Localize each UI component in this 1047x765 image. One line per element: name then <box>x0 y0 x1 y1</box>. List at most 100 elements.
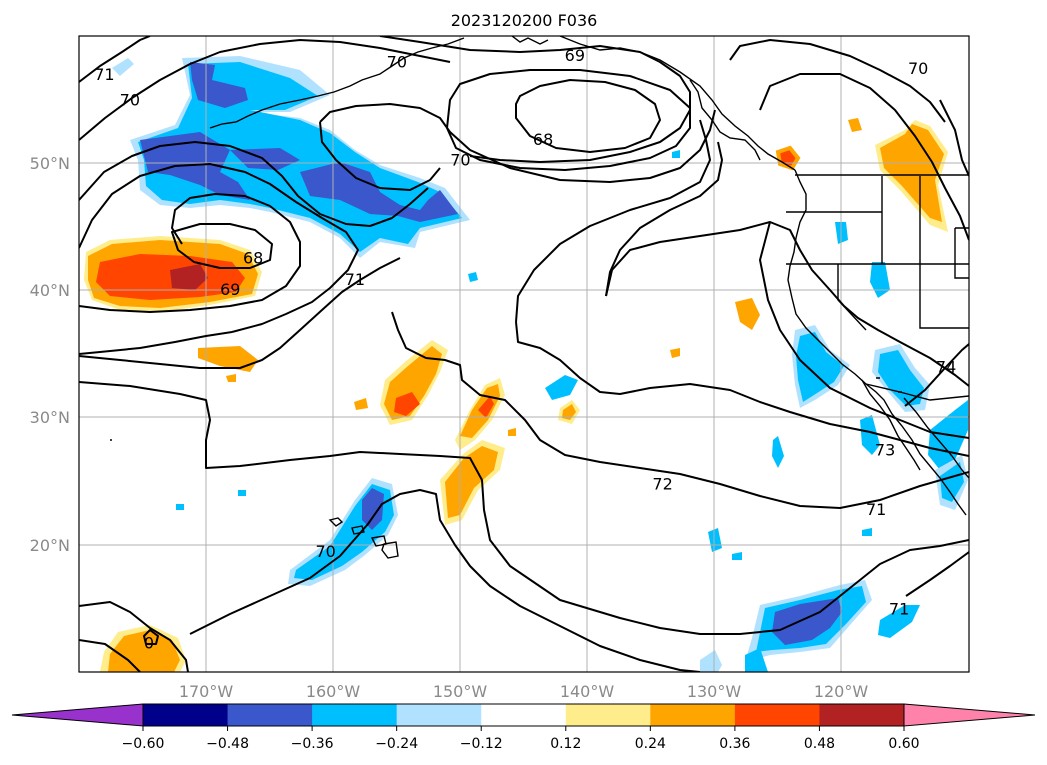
lat-tick-label: 50°N <box>30 154 70 173</box>
negative-patch-central-a <box>545 375 578 400</box>
colorbar-tick-label: −0.60 <box>122 736 165 752</box>
contour-label: 70 <box>315 542 335 561</box>
colorbar-cell <box>227 704 313 726</box>
contour-label: 0 <box>144 634 154 653</box>
contour-71-west <box>79 163 359 333</box>
negative-patch-far-nw <box>112 58 134 76</box>
coastline-aleutians <box>209 37 465 129</box>
negative-patch-southeast-dot-b <box>732 552 742 560</box>
contour-71-north <box>515 119 711 323</box>
negative-patch-east-thin-b <box>772 436 784 468</box>
colorbar-tick-label: 0.24 <box>635 736 666 752</box>
contour-70-far-east <box>939 99 969 177</box>
contour-69-west <box>79 193 301 313</box>
height-contours <box>79 36 969 672</box>
contour-70-nw <box>79 39 451 141</box>
colorbar-tick-label: 0.60 <box>888 736 919 752</box>
negative-patch-southeast-dot-c <box>862 528 872 536</box>
contour-73-east <box>759 221 969 439</box>
contour-74-east <box>904 343 969 407</box>
negative-patch-southeast-bottom <box>700 650 722 672</box>
contour-71-southeast <box>905 551 969 597</box>
negative-core-north-pacific-a <box>190 62 248 108</box>
negative-region-california-core <box>796 332 844 402</box>
negative-region-hawaii-core <box>362 488 384 530</box>
contour-label: 69 <box>220 280 240 299</box>
coastline-hawaii-islands <box>328 517 399 559</box>
contour-label: 70 <box>387 52 407 71</box>
lon-tick-label: 170°W <box>179 682 234 701</box>
contour-71-ne <box>759 73 969 241</box>
colorbar-cell <box>734 704 820 726</box>
coastline-gulf-california <box>903 397 969 479</box>
longitude-axis: 170°W 160°W 150°W 140°W 130°W 120°W <box>179 682 869 701</box>
contour-72-north <box>605 141 723 297</box>
colorbar-tick-label: −0.12 <box>460 736 503 752</box>
coastline-alaska-south <box>559 36 796 171</box>
negative-patch-central-dot <box>468 272 478 282</box>
negative-patch-southeast-dot <box>708 528 722 552</box>
contour-label: 71 <box>345 270 365 289</box>
contour-70-south-west <box>79 601 189 672</box>
colorbar: −0.60 −0.48 −0.36 −0.24 −0.12 0.12 0.24 0.36 0.4… <box>11 703 1036 752</box>
colorbar-extend-high <box>903 703 1036 727</box>
colorbar-extend-low <box>11 703 144 727</box>
positive-streak-central-b-peak <box>478 396 494 418</box>
positive-patch-central-dot-a <box>354 398 368 410</box>
positive-region-west-peak <box>170 264 208 290</box>
colorbar-ticks: −0.60 −0.48 −0.36 −0.24 −0.12 0.12 0.24 0.36 0.4… <box>122 726 920 752</box>
lon-tick-label: 160°W <box>306 682 361 701</box>
contour-72-central <box>391 311 969 509</box>
contour-0-bottom-left <box>143 629 159 645</box>
coastline-small-islands <box>110 377 902 441</box>
coastline-alaska-panhandle <box>689 79 761 161</box>
contour-71-nw <box>79 36 151 83</box>
contour-label: 70 <box>450 150 470 169</box>
contour-label: 74 <box>936 358 956 377</box>
negative-patch-idaho <box>870 262 890 298</box>
positive-patch-east-dot <box>670 348 680 358</box>
negative-patch-east-thin-a <box>860 415 880 455</box>
colorbar-tick-label: −0.36 <box>291 736 334 752</box>
coastline-baja <box>861 379 921 471</box>
colorbar-cell <box>481 704 567 726</box>
lon-tick-label: 140°W <box>560 682 615 701</box>
contour-label: 73 <box>875 440 895 459</box>
lon-tick-label: 150°W <box>433 682 488 701</box>
contour-71-southwest <box>79 639 141 672</box>
colorbar-frame <box>142 703 905 727</box>
contour-70-north-lower <box>319 121 441 191</box>
negative-patch-dot-ak <box>672 150 680 158</box>
contour-label: 68 <box>533 130 553 149</box>
contour-69-north <box>379 36 691 163</box>
colorbar-tick-label: −0.48 <box>206 736 249 752</box>
positive-patch-bottom-left-core <box>108 630 180 672</box>
contour-71-central <box>79 381 969 635</box>
negative-core-north-pacific-c <box>300 162 458 222</box>
positive-patch-alaska-coast <box>848 118 862 132</box>
map-frame <box>78 35 970 673</box>
lon-tick-label: 120°W <box>814 682 869 701</box>
lat-tick-label: 40°N <box>30 281 70 300</box>
positive-streak-central-c-core <box>445 446 498 518</box>
contour-label: 70 <box>908 59 928 78</box>
contour-70-north <box>319 103 716 183</box>
lon-tick-label: 130°W <box>687 682 742 701</box>
colorbar-tick-label: 0.36 <box>719 736 750 752</box>
figure-title: 2023120200 F036 <box>451 11 598 30</box>
contour-70-west <box>79 141 429 227</box>
contour-label: 70 <box>120 91 140 110</box>
colorbar-tick-label: 0.12 <box>550 736 581 752</box>
negative-core-north-pacific-b <box>140 132 250 200</box>
coastline-bc <box>787 169 967 516</box>
positive-streak-central-a-peak <box>394 392 420 416</box>
contour-label: 71 <box>889 599 909 618</box>
positive-region-rockies-core <box>880 124 944 222</box>
colorbar-cell <box>312 704 398 726</box>
negative-patch-hawaii-dot-b <box>238 490 246 496</box>
contour-68-west <box>171 223 273 269</box>
negative-region-mexico-south-core <box>940 462 964 502</box>
